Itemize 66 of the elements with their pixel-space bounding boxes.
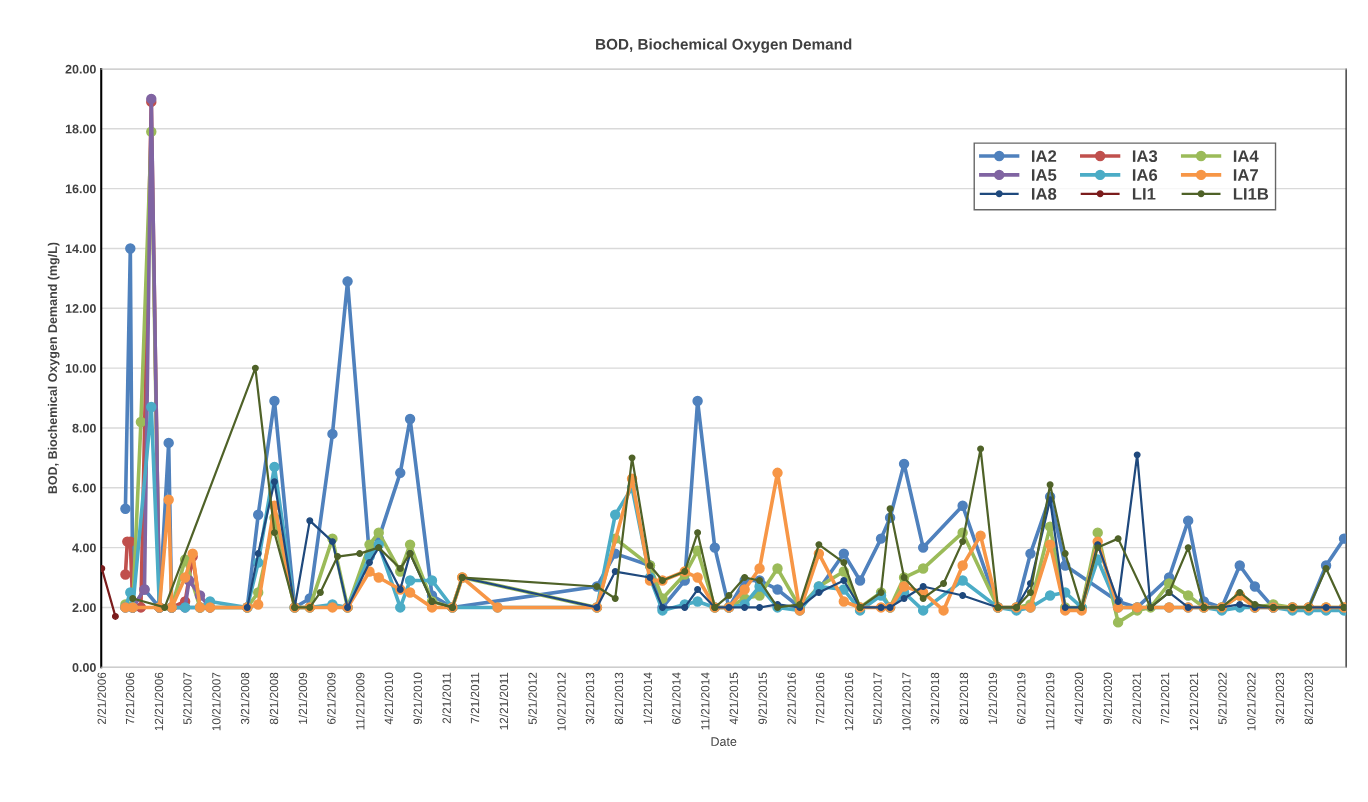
x-tick-label: 11/21/2014 — [700, 672, 710, 730]
x-tick-label: 9/21/2010 — [413, 672, 422, 725]
x-tick-label: 10/21/2017 — [901, 672, 911, 731]
x-tick-label: 4/21/2015 — [729, 672, 738, 725]
x-tick-label: 7/21/2006 — [125, 672, 135, 725]
chart-title: BOD, Biochemical Oxygen Demand — [596, 38, 852, 53]
x-tick-label: 3/21/2023 — [1275, 672, 1285, 725]
x-tick-label: 5/21/2012 — [528, 672, 537, 725]
x-tick-label: 10/21/2022 — [1246, 672, 1256, 731]
legend-label: IA2 — [1032, 150, 1057, 162]
x-tick-label: 11/21/2019 — [1045, 672, 1055, 730]
legend-label: LI1 — [1132, 188, 1156, 200]
y-tick-label: 12.00 — [65, 304, 96, 313]
x-tick-label: 3/21/2018 — [930, 672, 940, 725]
x-tick-label: 2/21/2021 — [1132, 672, 1141, 725]
x-tick-label: 2/21/2006 — [97, 672, 106, 725]
x-tick-label: 6/21/2009 — [326, 672, 336, 725]
x-tick-label: 10/21/2012 — [557, 672, 566, 731]
x-tick-label: 3/21/2008 — [240, 672, 250, 725]
x-tick-label: 1/21/2009 — [298, 672, 308, 724]
x-tick-label: 5/21/2007 — [183, 672, 192, 725]
x-tick-label: 9/21/2020 — [1103, 672, 1113, 725]
legend-label: IA7 — [1233, 169, 1258, 181]
y-tick-label: 6.00 — [72, 483, 96, 493]
y-tick-label: 10.00 — [65, 363, 96, 373]
x-tick-label: 12/21/2006 — [154, 672, 164, 731]
x-tick-label: 2/21/2011 — [442, 672, 451, 724]
y-tick-label: 14.00 — [65, 244, 96, 254]
y-tick-label: 18.00 — [65, 124, 96, 134]
legend-label: IA6 — [1132, 169, 1158, 181]
x-tick-label: 10/21/2007 — [211, 672, 221, 731]
x-tick-label: 5/21/2017 — [873, 672, 882, 725]
x-tick-label: 4/21/2020 — [1074, 672, 1084, 725]
legend-label: IA3 — [1132, 150, 1158, 163]
y-tick-label: 8.00 — [72, 423, 96, 433]
x-tick-label: 8/21/2023 — [1304, 672, 1314, 725]
x-tick-label: 6/21/2014 — [671, 672, 681, 725]
x-tick-label: 1/21/2019 — [988, 672, 997, 724]
y-tick-label: 0.00 — [72, 663, 96, 672]
x-tick-label: 9/21/2015 — [758, 672, 767, 725]
x-tick-label: 12/21/2011 — [499, 672, 509, 730]
legend-label: IA8 — [1032, 187, 1057, 200]
x-tick-label: 4/21/2010 — [384, 672, 394, 725]
x-tick-label: 2/21/2016 — [787, 672, 796, 725]
y-tick-label: 16.00 — [65, 184, 96, 194]
legend-label: IA5 — [1032, 169, 1057, 181]
y-tick-label: 4.00 — [72, 543, 96, 553]
x-tick-label: 7/21/2016 — [815, 672, 825, 725]
y-tick-label: 20.00 — [65, 64, 96, 74]
x-tick-label: 8/21/2013 — [614, 672, 624, 725]
x-tick-label: 12/21/2016 — [844, 672, 854, 731]
x-tick-label: 3/21/2013 — [585, 672, 595, 725]
y-tick-label: 2.00 — [72, 603, 96, 613]
x-tick-label: 7/21/2011 — [470, 672, 480, 724]
x-tick-label: 6/21/2019 — [1016, 672, 1026, 725]
legend-label: LI1B — [1233, 188, 1269, 200]
x-tick-label: 5/21/2022 — [1218, 672, 1227, 725]
x-tick-label: 7/21/2021 — [1160, 672, 1170, 725]
legend-label: IA4 — [1233, 150, 1259, 162]
x-tick-label: 8/21/2018 — [959, 672, 969, 725]
x-tick-label: 11/21/2009 — [355, 672, 365, 730]
x-tick-label: 12/21/2021 — [1189, 672, 1199, 731]
y-axis-title: BOD, Biochemical Oxygen Demand (mg/L) — [47, 242, 60, 494]
x-axis-title: Date — [711, 737, 737, 746]
x-tick-label: 8/21/2008 — [269, 672, 279, 725]
x-tick-label: 1/21/2014 — [643, 672, 653, 724]
